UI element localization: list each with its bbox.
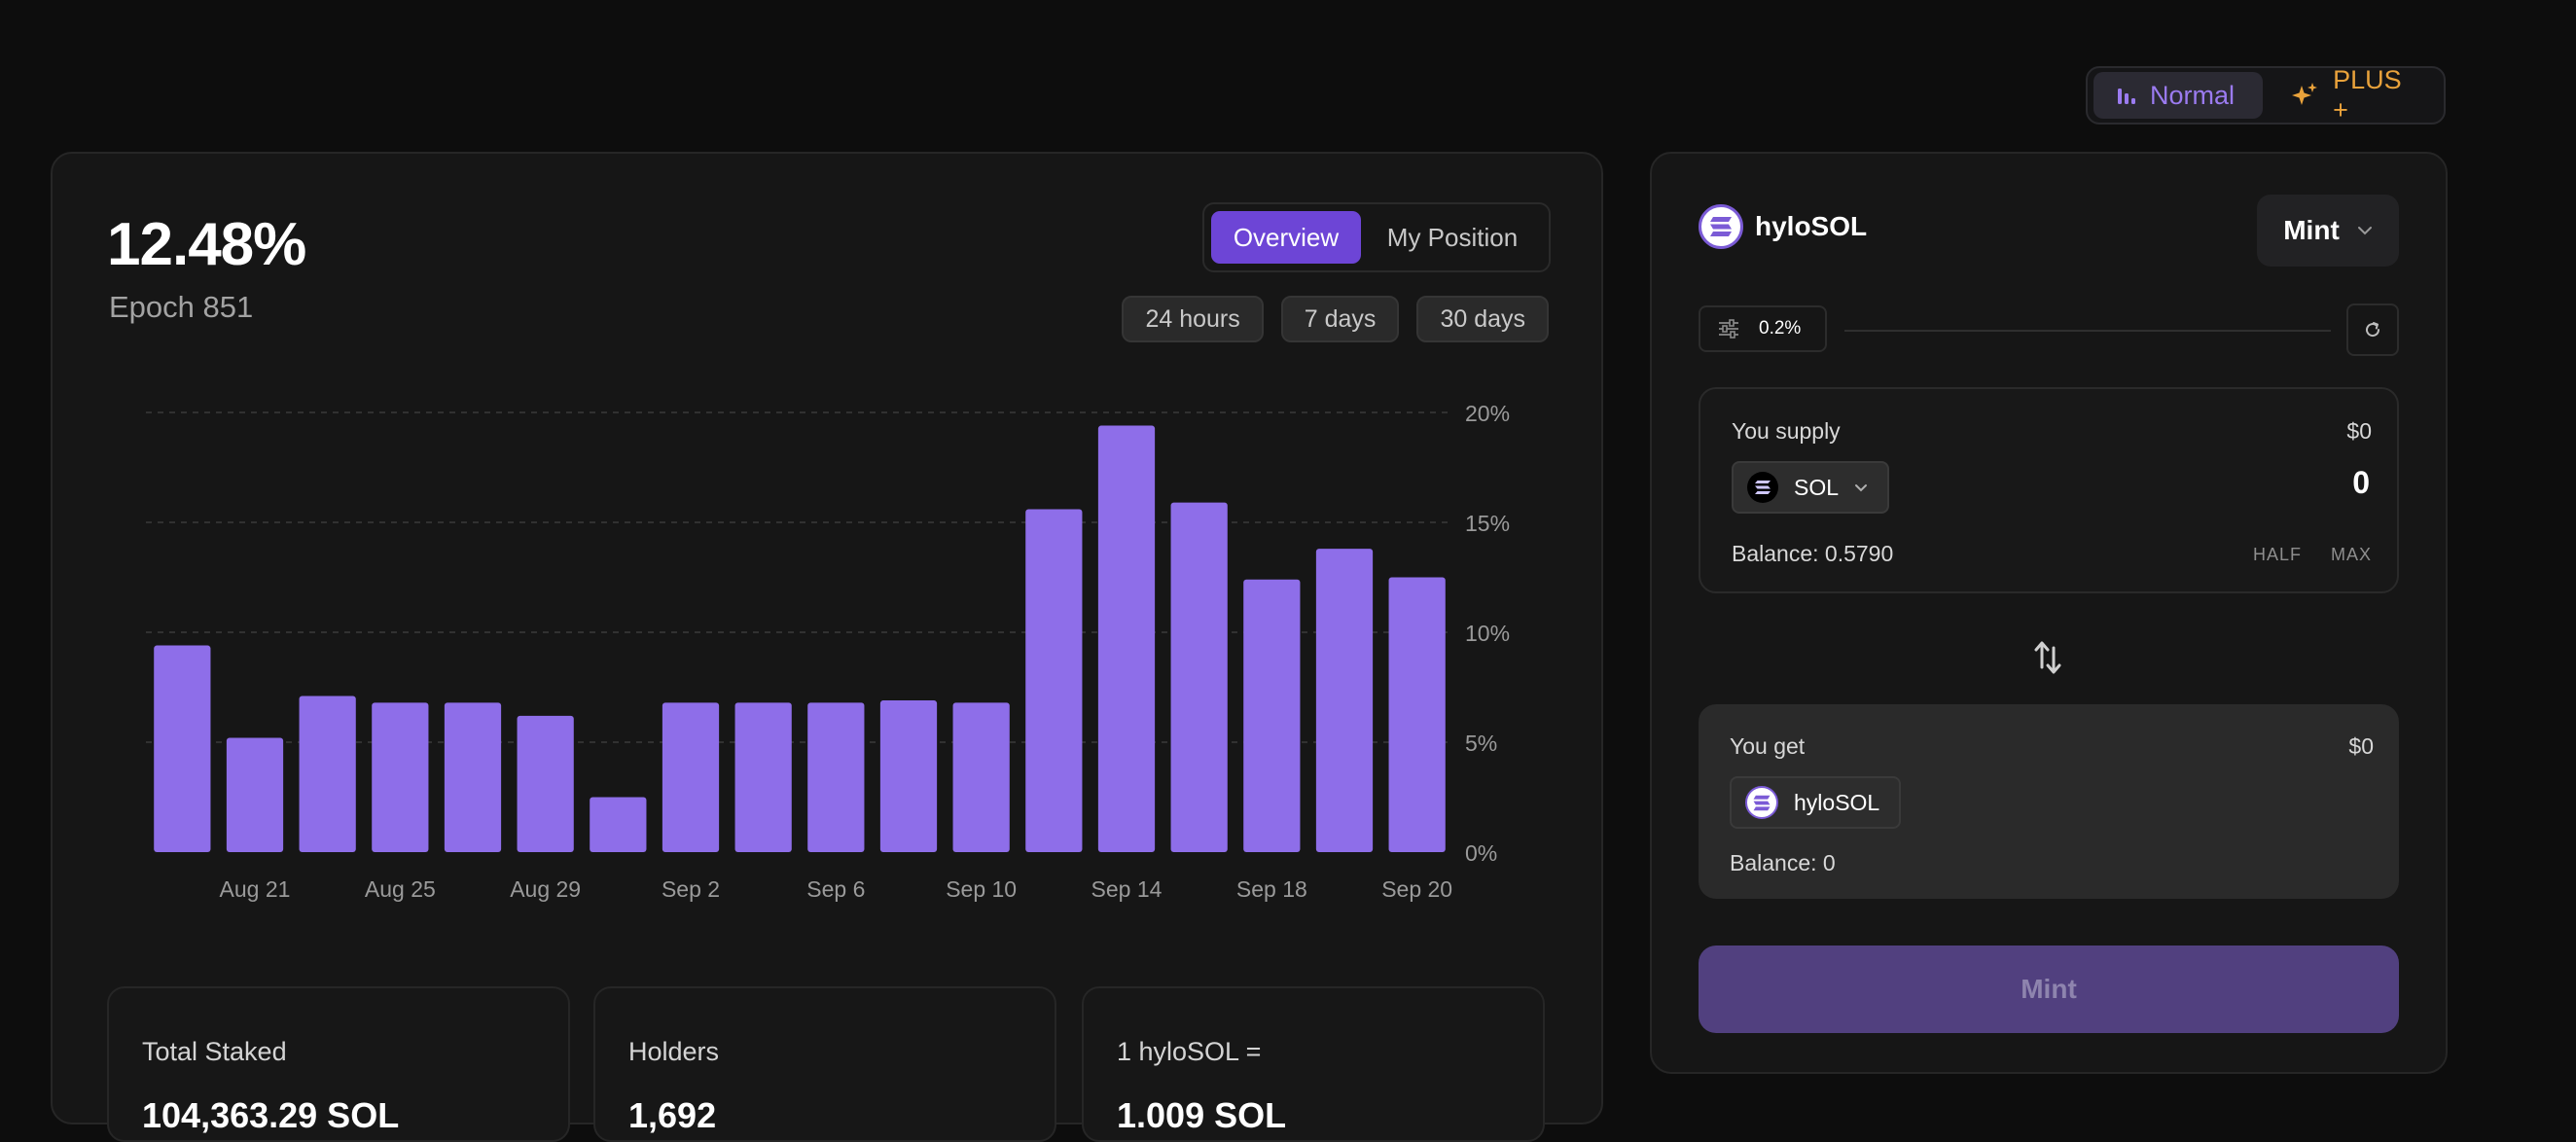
chart-bar[interactable] bbox=[444, 702, 502, 852]
refresh-icon bbox=[2366, 322, 2380, 338]
apy-value: 12.48% bbox=[107, 211, 306, 278]
mint-button[interactable]: Mint bbox=[1699, 946, 2399, 1033]
stat-value: 1.009 SOL bbox=[1117, 1095, 1287, 1135]
stat-exchange-rate: 1 hyloSOL = 1.009 SOL bbox=[1082, 986, 1545, 1142]
x-tick-label: Sep 14 bbox=[1091, 876, 1163, 902]
x-tick-label: Aug 29 bbox=[510, 876, 581, 902]
supply-balance: Balance: 0.5790 bbox=[1732, 541, 1894, 566]
x-tick-label: Sep 2 bbox=[662, 876, 720, 902]
refresh-button[interactable] bbox=[2346, 303, 2399, 356]
hylosol-logo-icon bbox=[1699, 204, 1743, 249]
y-tick-label: 5% bbox=[1465, 731, 1497, 756]
chart-bar[interactable] bbox=[372, 702, 429, 852]
stat-label: Holders bbox=[628, 1037, 720, 1066]
range-30-days-button[interactable]: 30 days bbox=[1416, 296, 1549, 342]
y-tick-label: 10% bbox=[1465, 621, 1510, 646]
stat-value: 1,692 bbox=[628, 1095, 717, 1135]
normal-mode-label: Normal bbox=[2150, 80, 2236, 110]
supply-token-label: SOL bbox=[1794, 474, 1840, 500]
y-tick-label: 15% bbox=[1465, 511, 1510, 536]
x-tick-label: Aug 25 bbox=[365, 876, 436, 902]
chart-bar[interactable] bbox=[952, 702, 1010, 852]
chart-bar[interactable] bbox=[1025, 509, 1083, 852]
mint-card: hyloSOL Mint 0.2% You supply $0 bbox=[1650, 152, 2448, 1074]
chart-bar[interactable] bbox=[299, 696, 356, 852]
chart-bar[interactable] bbox=[807, 702, 865, 852]
token-name: hyloSOL bbox=[1755, 211, 1868, 241]
tab-overview[interactable]: Overview bbox=[1211, 211, 1361, 264]
get-balance: Balance: 0 bbox=[1730, 850, 1836, 875]
stat-holders: Holders 1,692 bbox=[593, 986, 1056, 1142]
chevron-down-icon bbox=[1855, 483, 1868, 491]
plus-mode-label: PLUS + bbox=[2333, 65, 2402, 125]
chart-bar[interactable] bbox=[734, 702, 792, 852]
supply-amount-input[interactable]: 0 bbox=[2352, 465, 2370, 500]
x-tick-label: Sep 20 bbox=[1381, 876, 1452, 902]
get-panel: You get $0 hyloSOL Balance: 0 bbox=[1699, 704, 2399, 899]
y-tick-label: 0% bbox=[1465, 840, 1497, 866]
sliders-icon bbox=[1719, 319, 1738, 339]
apy-bar-chart: 0% 5% 10% 15% 20% Aug 21 Aug 25 Aug 29 Sep 2 Sep … bbox=[146, 401, 1510, 902]
get-usd-value: $0 bbox=[2348, 733, 2374, 759]
chart-bar[interactable] bbox=[662, 702, 720, 852]
chart-bar[interactable] bbox=[154, 645, 211, 852]
x-tick-label: Sep 6 bbox=[806, 876, 865, 902]
supply-title: You supply bbox=[1732, 418, 1841, 444]
range-7-days-button[interactable]: 7 days bbox=[1280, 296, 1400, 342]
get-token-display: hyloSOL bbox=[1730, 776, 1902, 829]
chart-bar[interactable] bbox=[1315, 549, 1374, 852]
sol-logo-icon bbox=[1747, 472, 1778, 503]
chart-bar[interactable] bbox=[226, 737, 284, 852]
supply-usd-value: $0 bbox=[2346, 418, 2372, 444]
chart-bar[interactable] bbox=[1243, 579, 1301, 852]
divider bbox=[1844, 330, 2331, 332]
supply-panel: You supply $0 SOL 0 Balance: 0.5790 HALF… bbox=[1699, 387, 2399, 593]
chart-bar[interactable] bbox=[1388, 577, 1446, 853]
plus-mode-button[interactable]: PLUS + bbox=[2263, 65, 2438, 125]
slippage-value: 0.2% bbox=[1759, 318, 1802, 339]
sparkles-icon bbox=[2292, 83, 2318, 105]
swap-direction-icon[interactable] bbox=[2033, 638, 2062, 677]
tab-my-position[interactable]: My Position bbox=[1386, 222, 1519, 252]
action-select[interactable]: Mint bbox=[2257, 195, 2399, 267]
stat-label: 1 hyloSOL = bbox=[1117, 1037, 1262, 1066]
time-range-buttons: 24 hours 7 days 30 days bbox=[1122, 296, 1549, 342]
y-tick-label: 20% bbox=[1465, 401, 1510, 426]
stat-label: Total Staked bbox=[142, 1037, 287, 1066]
chart-bar[interactable] bbox=[590, 797, 647, 853]
stat-total-staked: Total Staked 104,363.29 SOL bbox=[107, 986, 570, 1142]
range-24-hours-button[interactable]: 24 hours bbox=[1122, 296, 1264, 342]
x-tick-label: Sep 18 bbox=[1236, 876, 1307, 902]
overview-card: 12.48% Epoch 851 Overview My Position 24… bbox=[51, 152, 1603, 1142]
chart-bar[interactable] bbox=[879, 700, 938, 852]
chart-bar[interactable] bbox=[1097, 425, 1156, 852]
mode-toggle: Normal PLUS + bbox=[2086, 65, 2446, 125]
bar-chart-icon bbox=[2118, 89, 2135, 104]
get-title: You get bbox=[1730, 733, 1806, 759]
max-button[interactable]: MAX bbox=[2330, 545, 2372, 564]
chart-bar[interactable] bbox=[1170, 502, 1228, 852]
chevron-down-icon bbox=[2357, 227, 2372, 235]
token-header: hyloSOL bbox=[1699, 204, 1867, 249]
half-button[interactable]: HALF bbox=[2252, 545, 2302, 564]
normal-mode-button[interactable]: Normal bbox=[2093, 72, 2264, 119]
supply-token-select[interactable]: SOL bbox=[1732, 461, 1890, 514]
x-tick-label: Sep 10 bbox=[946, 876, 1017, 902]
slippage-settings-button[interactable]: 0.2% bbox=[1699, 305, 1827, 352]
stat-value: 104,363.29 SOL bbox=[142, 1095, 400, 1135]
get-token-label: hyloSOL bbox=[1794, 789, 1880, 815]
amount-shortcuts: HALF MAX bbox=[2253, 545, 2372, 565]
hylosol-logo-icon bbox=[1745, 786, 1778, 819]
epoch-label: Epoch 851 bbox=[109, 290, 254, 324]
action-select-label: Mint bbox=[2283, 215, 2340, 245]
x-tick-label: Aug 21 bbox=[220, 876, 291, 902]
chart-bar[interactable] bbox=[517, 715, 574, 852]
view-tabs: Overview My Position bbox=[1202, 202, 1551, 272]
